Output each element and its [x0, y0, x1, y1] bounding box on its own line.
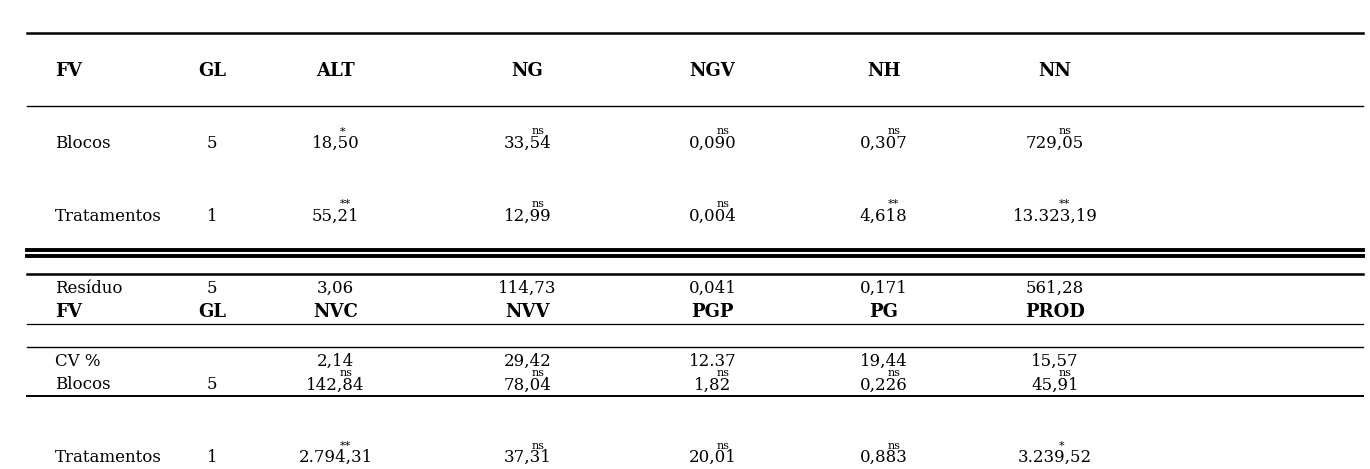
Text: 3.239,52: 3.239,52: [1018, 449, 1092, 466]
Text: Resíduo: Resíduo: [55, 280, 122, 297]
Text: 5: 5: [207, 376, 218, 393]
Text: 33,54: 33,54: [504, 135, 551, 152]
Text: FV: FV: [55, 61, 82, 80]
Text: ns: ns: [532, 126, 545, 136]
Text: 1: 1: [207, 449, 218, 466]
Text: 0,004: 0,004: [689, 207, 736, 225]
Text: 0,090: 0,090: [689, 135, 736, 152]
Text: 561,28: 561,28: [1026, 280, 1084, 297]
Text: 18,50: 18,50: [312, 135, 359, 152]
Text: NH: NH: [867, 61, 900, 80]
Text: ns: ns: [717, 199, 730, 209]
Text: 729,05: 729,05: [1026, 135, 1084, 152]
Text: 19,44: 19,44: [860, 353, 907, 370]
Text: GL: GL: [199, 303, 226, 321]
Text: 5: 5: [207, 135, 218, 152]
Text: **: **: [340, 440, 351, 451]
Text: 2,14: 2,14: [316, 353, 355, 370]
Text: 0,307: 0,307: [860, 135, 907, 152]
Text: ns: ns: [1059, 368, 1073, 378]
Text: GL: GL: [199, 61, 226, 80]
Text: Blocos: Blocos: [55, 376, 111, 393]
Text: 15,57: 15,57: [1032, 353, 1078, 370]
Text: **: **: [888, 199, 899, 209]
Text: NVV: NVV: [506, 303, 549, 321]
Text: 12,99: 12,99: [504, 207, 551, 225]
Text: ns: ns: [717, 126, 730, 136]
Text: NG: NG: [511, 61, 544, 80]
Text: ns: ns: [532, 199, 545, 209]
Text: 4,618: 4,618: [860, 207, 907, 225]
Text: *: *: [1059, 440, 1064, 451]
Text: 12.37: 12.37: [689, 353, 736, 370]
Text: Blocos: Blocos: [55, 135, 111, 152]
Text: 2.794,31: 2.794,31: [299, 449, 373, 466]
Text: ns: ns: [1059, 126, 1073, 136]
Text: ALT: ALT: [316, 61, 355, 80]
Text: 114,73: 114,73: [499, 280, 556, 297]
Text: ns: ns: [717, 440, 730, 451]
Text: 55,21: 55,21: [312, 207, 359, 225]
Text: 0,041: 0,041: [689, 280, 736, 297]
Text: 37,31: 37,31: [504, 449, 551, 466]
Text: PROD: PROD: [1025, 303, 1085, 321]
Text: 3,06: 3,06: [316, 280, 355, 297]
Text: NN: NN: [1038, 61, 1071, 80]
Text: Tratamentos: Tratamentos: [55, 207, 162, 225]
Text: ns: ns: [532, 440, 545, 451]
Text: 1,82: 1,82: [693, 376, 732, 393]
Text: ns: ns: [888, 126, 901, 136]
Text: Tratamentos: Tratamentos: [55, 449, 162, 466]
Text: **: **: [1059, 199, 1070, 209]
Text: ns: ns: [532, 368, 545, 378]
Text: 0,883: 0,883: [860, 449, 907, 466]
Text: ns: ns: [888, 368, 901, 378]
Text: FV: FV: [55, 303, 82, 321]
Text: PGP: PGP: [690, 303, 734, 321]
Text: 78,04: 78,04: [504, 376, 551, 393]
Text: 0,226: 0,226: [860, 376, 907, 393]
Text: CV %: CV %: [55, 353, 100, 370]
Text: 45,91: 45,91: [1032, 376, 1078, 393]
Text: 13.323,19: 13.323,19: [1012, 207, 1097, 225]
Text: NVC: NVC: [314, 303, 358, 321]
Text: **: **: [340, 199, 351, 209]
Text: ns: ns: [888, 440, 901, 451]
Text: *: *: [340, 126, 345, 136]
Text: 20,01: 20,01: [689, 449, 736, 466]
Text: 1: 1: [207, 207, 218, 225]
Text: PG: PG: [869, 303, 899, 321]
Text: 142,84: 142,84: [307, 376, 364, 393]
Text: ns: ns: [340, 368, 353, 378]
Text: 5: 5: [207, 280, 218, 297]
Text: 0,171: 0,171: [860, 280, 907, 297]
Text: ns: ns: [717, 368, 730, 378]
Text: 29,42: 29,42: [504, 353, 551, 370]
Text: NGV: NGV: [689, 61, 736, 80]
